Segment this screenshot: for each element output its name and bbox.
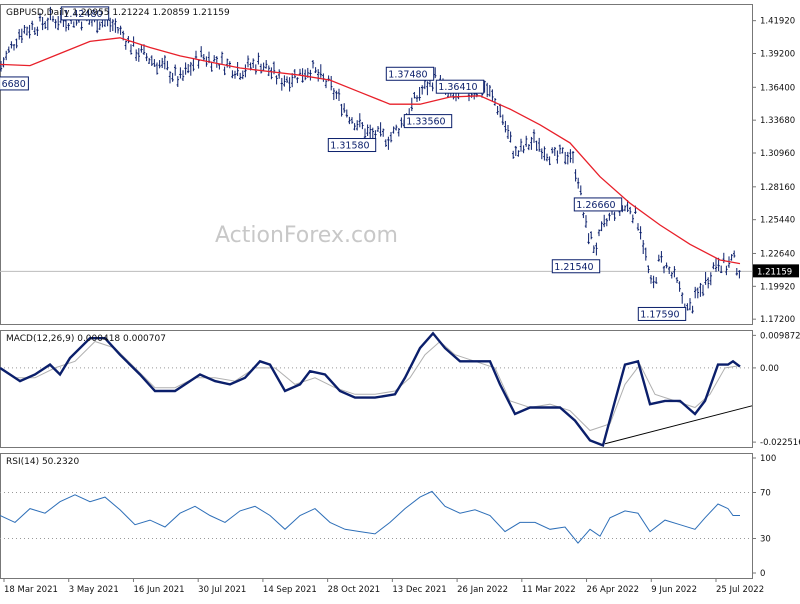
price-annotation-label: 1.36410 — [438, 82, 477, 93]
x-tick-label: 9 Jun 2022 — [651, 585, 697, 595]
price-annotation-label: 1.37480 — [388, 69, 427, 80]
price-y-tick-label: 1.41920 — [760, 17, 795, 27]
price-annotation-box — [403, 114, 453, 129]
x-tick-label: 26 Apr 2022 — [587, 585, 640, 595]
pane-frame-0 — [0, 4, 753, 325]
macd-y-tick-label: 0.00 — [760, 364, 779, 374]
price-y-tick-label: 1.39200 — [760, 50, 795, 60]
price-y-tick-label: 1.36400 — [760, 83, 795, 93]
price-annotation-box — [573, 197, 623, 212]
price-annotation-box — [435, 79, 485, 94]
price-annotation-box — [385, 66, 435, 81]
price-y-tick-label: 1.22640 — [760, 249, 795, 259]
x-tick-label: 30 Jul 2021 — [198, 585, 246, 595]
x-tick-label: 13 Dec 2021 — [392, 585, 446, 595]
x-tick-label: 14 Sep 2021 — [263, 585, 317, 595]
rsi-y-tick-label: 100 — [760, 454, 776, 464]
price-annotation-box — [60, 6, 110, 21]
price-annotation-label: 1.17590 — [640, 309, 679, 320]
price-y-tick-label: 1.28160 — [760, 183, 795, 193]
price-annotation-label: 1.31580 — [330, 141, 369, 152]
price-annotation-box — [637, 306, 687, 321]
current-price-badge — [753, 264, 799, 278]
price-annotation-label: 1.21540 — [554, 262, 593, 273]
x-tick-label: 25 Jul 2022 — [716, 585, 764, 595]
rsi-y-tick-label: 30 — [760, 535, 771, 545]
macd-trendline — [604, 405, 753, 445]
price-annotation-label: 6680 — [2, 79, 26, 90]
current-price-label: 1.21159 — [757, 267, 792, 277]
price-annotation-label: 1.26660 — [576, 200, 615, 211]
price-y-tick-label: 1.33680 — [760, 116, 795, 126]
chart-title: GBPUSD,Daily 1.20955 1.21224 1.20859 1.2… — [6, 8, 230, 18]
price-annotation-box — [551, 259, 601, 274]
price-annotation-label: 1.33560 — [406, 117, 445, 128]
pane-frame-1 — [0, 330, 753, 448]
watermark: ActionForex.com — [215, 223, 398, 248]
x-tick-label: 3 May 2021 — [69, 585, 119, 595]
x-tick-label: 28 Oct 2021 — [328, 585, 381, 595]
price-bars — [0, 6, 741, 317]
macd-title: MACD(12,26,9) 0.000418 0.000707 — [6, 334, 166, 344]
price-y-tick-label: 1.19920 — [760, 282, 795, 292]
price-annotation-label: 1.42480 — [63, 9, 102, 20]
x-tick-label: 26 Jan 2022 — [457, 585, 508, 595]
rsi-y-tick-label: 0 — [760, 569, 765, 579]
price-y-tick-label: 1.30960 — [760, 149, 795, 159]
price-y-tick-label: 1.25440 — [760, 216, 795, 226]
price-annotation-box — [0, 76, 29, 91]
x-tick-label: 11 Mar 2022 — [522, 585, 576, 595]
macd-line — [0, 331, 741, 447]
moving-average-line — [0, 37, 741, 265]
rsi-line — [0, 490, 740, 544]
rsi-y-tick-label: 70 — [760, 489, 771, 499]
macd-y-tick-label: 0.009872 — [760, 331, 800, 341]
price-y-tick-label: 1.17200 — [760, 315, 795, 325]
price-annotation-box — [327, 138, 377, 153]
macd-y-tick-label: -0.022516 — [760, 438, 800, 448]
rsi-title: RSI(14) 50.2320 — [6, 457, 79, 467]
x-tick-label: 16 Jun 2021 — [133, 585, 184, 595]
x-tick-label: 18 Mar 2021 — [4, 585, 58, 595]
